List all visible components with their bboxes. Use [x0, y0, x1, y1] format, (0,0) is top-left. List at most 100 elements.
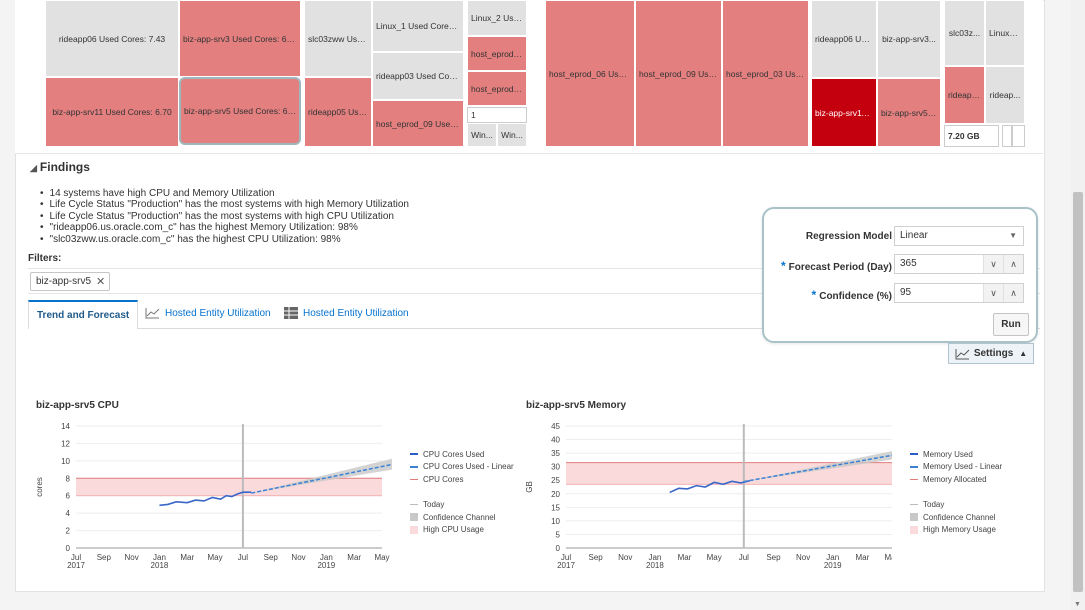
treemap-tile[interactable]: rideapp... [944, 66, 985, 124]
filter-chip[interactable]: biz-app-srv5 ✕ [30, 272, 111, 291]
legend-swatch [410, 525, 418, 534]
decrement-icon[interactable]: ∨ [983, 284, 1003, 302]
treemap-tile[interactable]: biz-app-srv11 ... [811, 78, 877, 147]
x-tick-label: Mar [180, 553, 194, 562]
y-tick-label: 0 [66, 544, 71, 553]
legend-item[interactable]: Confidence Channel [410, 511, 514, 524]
treemap-tile[interactable]: Linux_2 Use... [467, 0, 527, 36]
legend-label: Confidence Channel [923, 512, 996, 522]
y-tick-label: 8 [66, 474, 71, 483]
legend-item[interactable]: High Memory Usage [910, 524, 1002, 537]
legend-item[interactable]: Today [910, 499, 1002, 512]
legend-label: CPU Cores Used - Linear [423, 462, 514, 472]
x-tick-year-label: 2018 [646, 561, 664, 570]
linear-series-line [251, 463, 392, 494]
confidence-label: * Confidence (%) [811, 288, 892, 302]
page-scrollbar[interactable]: ▼ [1071, 0, 1085, 610]
treemap-tile[interactable]: rideapp05 Use... [304, 77, 372, 147]
treemap-tile[interactable]: host_eprod_09 Use... [635, 0, 722, 147]
treemap-tile[interactable]: biz-app-srv11 Used Cores: 6.70 [45, 77, 179, 147]
treemap-tile-selected[interactable]: biz-app-srv5 Used Cores: 6.34 [179, 77, 301, 145]
x-tick-year-label: 2017 [557, 561, 575, 570]
confidence-input[interactable]: 95 ∨ ∧ [894, 283, 1024, 303]
treemap-tile[interactable]: 1 [467, 107, 527, 123]
y-tick-label: 25 [551, 476, 560, 485]
used-series-line [159, 491, 252, 507]
regression-model-select[interactable]: Linear ▼ [894, 226, 1024, 246]
run-button[interactable]: Run [993, 313, 1029, 336]
legend-item[interactable]: CPU Cores Used [410, 448, 514, 461]
filter-bar: biz-app-srv5 ✕ [28, 268, 1040, 294]
treemap-tile[interactable]: rideapp06 Used... [811, 0, 877, 78]
legend-item[interactable]: Memory Used [910, 448, 1002, 461]
treemap-tile[interactable] [1002, 125, 1012, 147]
finding-item: Life Cycle Status "Production" has the m… [40, 211, 409, 222]
treemap-tile[interactable]: biz-app-srv3... [877, 0, 941, 78]
treemap-tile[interactable]: slc03z... [944, 0, 985, 66]
legend-label: High Memory Usage [923, 525, 996, 535]
treemap-tile[interactable]: Linux_1... [985, 0, 1025, 66]
forecast-period-input[interactable]: 365 ∨ ∧ [894, 254, 1024, 274]
legend-item[interactable]: Today [410, 499, 514, 512]
legend-item[interactable]: CPU Cores [410, 473, 514, 486]
x-tick-year-label: 2018 [151, 561, 169, 570]
tab-hosted-entity-utilization-table[interactable]: Hosted Entity Utilization [284, 300, 409, 326]
collapse-triangle-icon[interactable]: ◢ [30, 163, 37, 173]
legend-label: High CPU Usage [423, 525, 484, 535]
treemap-tile[interactable]: slc03zww Used... [304, 0, 372, 77]
treemap-tile[interactable]: host_eprod_... [467, 71, 527, 106]
legend-item[interactable]: Memory Allocated [910, 473, 1002, 486]
remove-filter-icon[interactable]: ✕ [96, 276, 106, 288]
y-tick-label: 15 [551, 503, 560, 512]
findings-header[interactable]: ◢ Findings [30, 160, 90, 174]
y-tick-label: 10 [551, 517, 560, 526]
treemap-tile[interactable]: host_eprod_... [467, 36, 527, 71]
treemap-tile[interactable]: rideapp03 Used Core... [372, 52, 464, 100]
treemap-tile[interactable]: biz-app-srv5 ... [877, 78, 941, 147]
x-tick-label: Nov [618, 553, 632, 562]
x-tick-label: Jan [320, 553, 333, 562]
utilization-treemap: rideapp06 Used Cores: 7.43 biz-app-srv3 … [15, 0, 1043, 154]
treemap-tile[interactable]: Win... [467, 123, 497, 147]
y-tick-label: 4 [66, 509, 71, 518]
legend-label: Memory Allocated [923, 474, 987, 484]
y-tick-label: 40 [551, 436, 560, 445]
tab-hosted-entity-utilization-chart[interactable]: Hosted Entity Utilization [145, 300, 271, 326]
legend-item[interactable]: CPU Cores Used - Linear [410, 461, 514, 474]
legend-item[interactable]: Memory Used - Linear [910, 461, 1002, 474]
settings-button[interactable]: Settings ▲ [948, 343, 1034, 364]
x-tick-year-label: 2017 [67, 561, 85, 570]
finding-item: 14 systems have high CPU and Memory Util… [40, 188, 409, 199]
treemap-tile[interactable]: Linux_1 Used Cores: ... [372, 0, 464, 52]
treemap-tile[interactable]: Win... [497, 123, 527, 147]
treemap-tile[interactable]: host_eprod_09 Used ... [372, 100, 464, 147]
scrollbar-thumb[interactable] [1073, 192, 1083, 592]
legend-swatch [410, 504, 418, 506]
legend-item[interactable]: High CPU Usage [410, 524, 514, 537]
treemap-tile[interactable]: host_eprod_03 Use... [722, 0, 809, 147]
treemap-tile[interactable]: rideapp06 Used Cores: 7.43 [45, 0, 179, 77]
findings-list: 14 systems have high CPU and Memory Util… [40, 188, 409, 245]
treemap-tile[interactable]: 7.20 GB [944, 125, 999, 147]
tab-trend-and-forecast[interactable]: Trend and Forecast [28, 300, 139, 329]
y-axis-label: GB [525, 481, 534, 493]
table-icon [284, 307, 298, 319]
y-tick-label: 30 [551, 463, 560, 472]
treemap-tile[interactable]: biz-app-srv3 Used Cores: 6.59 [179, 0, 301, 77]
x-tick-year-label: 2019 [317, 561, 335, 570]
treemap-tile[interactable]: rideap... [985, 66, 1025, 124]
scroll-down-icon[interactable]: ▼ [1074, 601, 1081, 608]
increment-icon[interactable]: ∧ [1003, 255, 1023, 273]
legend-item[interactable]: Confidence Channel [910, 511, 1002, 524]
x-tick-label: Nov [125, 553, 139, 562]
decrement-icon[interactable]: ∨ [983, 255, 1003, 273]
x-tick-label: Nov [291, 553, 305, 562]
legend-label: CPU Cores Used [423, 449, 485, 459]
y-axis-label: cores [35, 477, 44, 497]
treemap-tile[interactable] [1012, 125, 1025, 147]
x-tick-label: Sep [766, 553, 781, 562]
increment-icon[interactable]: ∧ [1003, 284, 1023, 302]
y-tick-label: 0 [556, 544, 561, 553]
treemap-tile[interactable]: host_eprod_06 Used... [545, 0, 635, 147]
cpu-chart-title: biz-app-srv5 CPU [36, 400, 119, 411]
